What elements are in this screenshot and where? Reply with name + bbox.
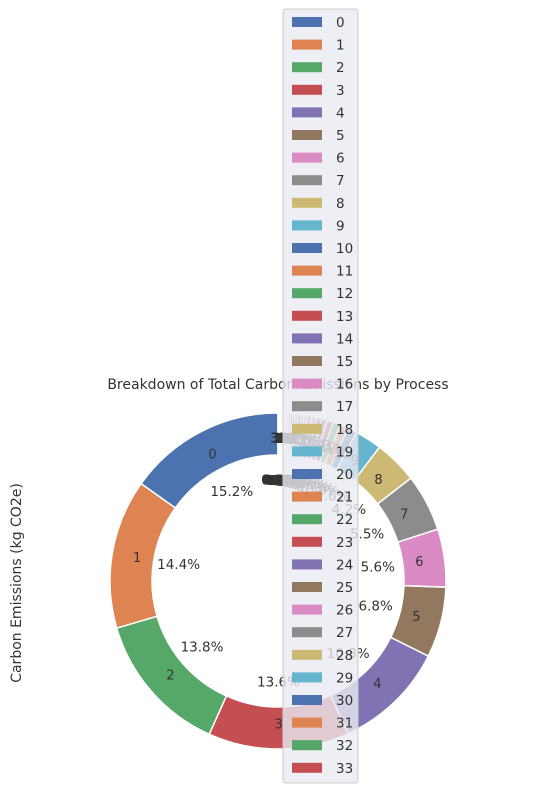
slice-label-6: 6 bbox=[415, 555, 423, 570]
slice-label-8: 8 bbox=[374, 473, 382, 488]
legend-swatch-21 bbox=[292, 491, 322, 502]
slices-layer bbox=[109, 412, 447, 750]
slice-percent-1: 14.4% bbox=[157, 557, 200, 573]
legend-swatch-16 bbox=[292, 378, 322, 389]
legend-label-10: 10 bbox=[336, 241, 353, 257]
slice-percent-0: 15.2% bbox=[210, 484, 253, 500]
legend-label-2: 2 bbox=[336, 60, 345, 76]
legend-swatch-10 bbox=[292, 243, 322, 253]
legend-swatch-22 bbox=[292, 514, 322, 525]
legend-swatch-24 bbox=[292, 559, 322, 570]
legend-swatch-3 bbox=[292, 84, 322, 95]
slice-percent-5: 6.8% bbox=[359, 598, 393, 614]
legend: 0123456789101112131415161718192021222324… bbox=[282, 8, 359, 784]
legend-label-18: 18 bbox=[336, 422, 353, 438]
legend-swatch-7 bbox=[292, 175, 322, 186]
legend-swatch-2 bbox=[292, 62, 322, 73]
slice-percent-6: 5.6% bbox=[361, 560, 395, 576]
legend-swatch-18 bbox=[292, 423, 322, 434]
legend-label-29: 29 bbox=[336, 670, 353, 686]
legend-label-26: 26 bbox=[336, 603, 353, 619]
legend-label-22: 22 bbox=[336, 512, 353, 528]
slice-label-3: 3 bbox=[275, 717, 283, 732]
legend-label-13: 13 bbox=[336, 309, 353, 325]
legend-swatch-14 bbox=[292, 333, 322, 344]
legend-swatch-23 bbox=[292, 536, 322, 547]
chart-title: Breakdown of Total Carbon Emissions by P… bbox=[107, 377, 448, 393]
legend-swatch-0 bbox=[292, 17, 322, 27]
legend-label-9: 9 bbox=[336, 218, 345, 234]
slice-percent-2: 13.8% bbox=[181, 640, 224, 656]
legend-swatch-33 bbox=[292, 762, 322, 773]
legend-swatch-30 bbox=[292, 695, 322, 705]
legend-label-11: 11 bbox=[336, 264, 353, 280]
legend-swatch-4 bbox=[292, 107, 322, 118]
legend-label-27: 27 bbox=[336, 625, 353, 641]
slice-label-1: 1 bbox=[133, 551, 141, 566]
legend-swatch-29 bbox=[292, 672, 322, 683]
legend-label-3: 3 bbox=[336, 83, 345, 99]
legend-swatch-1 bbox=[292, 39, 322, 50]
slice-label-5: 5 bbox=[412, 610, 420, 625]
legend-label-17: 17 bbox=[336, 399, 353, 415]
legend-swatch-31 bbox=[292, 717, 322, 728]
legend-label-8: 8 bbox=[336, 196, 345, 212]
slice-label-4: 4 bbox=[373, 677, 381, 692]
legend-swatch-19 bbox=[292, 446, 322, 457]
legend-swatch-28 bbox=[292, 649, 322, 660]
legend-label-32: 32 bbox=[336, 738, 353, 754]
slice-label-33: 33 bbox=[270, 432, 287, 447]
slice-33 bbox=[277, 412, 280, 456]
legend-label-16: 16 bbox=[336, 377, 353, 393]
legend-label-28: 28 bbox=[336, 648, 353, 664]
legend-swatch-32 bbox=[292, 740, 322, 751]
legend-label-25: 25 bbox=[336, 580, 353, 596]
legend-swatch-20 bbox=[292, 469, 322, 479]
slice-percent-7: 5.5% bbox=[350, 526, 384, 542]
legend-label-15: 15 bbox=[336, 354, 353, 370]
legend-label-1: 1 bbox=[336, 38, 345, 54]
legend-label-24: 24 bbox=[336, 557, 353, 573]
y-axis-label: Carbon Emissions (kg CO2e) bbox=[9, 483, 25, 683]
legend-swatch-27 bbox=[292, 627, 322, 638]
legend-swatch-13 bbox=[292, 310, 322, 321]
legend-swatch-8 bbox=[292, 197, 322, 208]
legend-swatch-9 bbox=[292, 220, 322, 231]
legend-swatch-15 bbox=[292, 356, 322, 366]
legend-label-20: 20 bbox=[336, 467, 353, 483]
legend-swatch-25 bbox=[292, 582, 322, 592]
legend-swatch-6 bbox=[292, 152, 322, 163]
legend-label-30: 30 bbox=[336, 693, 353, 709]
legend-label-5: 5 bbox=[336, 128, 345, 144]
legend-swatch-26 bbox=[292, 604, 322, 615]
slice-label-7: 7 bbox=[400, 508, 408, 523]
legend-swatch-5 bbox=[292, 130, 322, 140]
legend-frame bbox=[282, 8, 359, 784]
legend-label-21: 21 bbox=[336, 490, 353, 506]
legend-label-6: 6 bbox=[336, 151, 345, 167]
legend-swatch-17 bbox=[292, 401, 322, 412]
legend-label-12: 12 bbox=[336, 286, 353, 302]
legend-label-19: 19 bbox=[336, 444, 353, 460]
legend-label-31: 31 bbox=[336, 716, 353, 732]
legend-swatch-11 bbox=[292, 265, 322, 276]
slice-label-2: 2 bbox=[166, 668, 174, 683]
slice-label-0: 0 bbox=[208, 448, 216, 463]
legend-label-0: 0 bbox=[336, 15, 345, 31]
legend-label-23: 23 bbox=[336, 535, 353, 551]
legend-label-7: 7 bbox=[336, 173, 345, 189]
legend-swatch-12 bbox=[292, 288, 322, 299]
legend-label-4: 4 bbox=[336, 105, 345, 121]
legend-label-14: 14 bbox=[336, 331, 353, 347]
legend-label-33: 33 bbox=[336, 761, 353, 777]
